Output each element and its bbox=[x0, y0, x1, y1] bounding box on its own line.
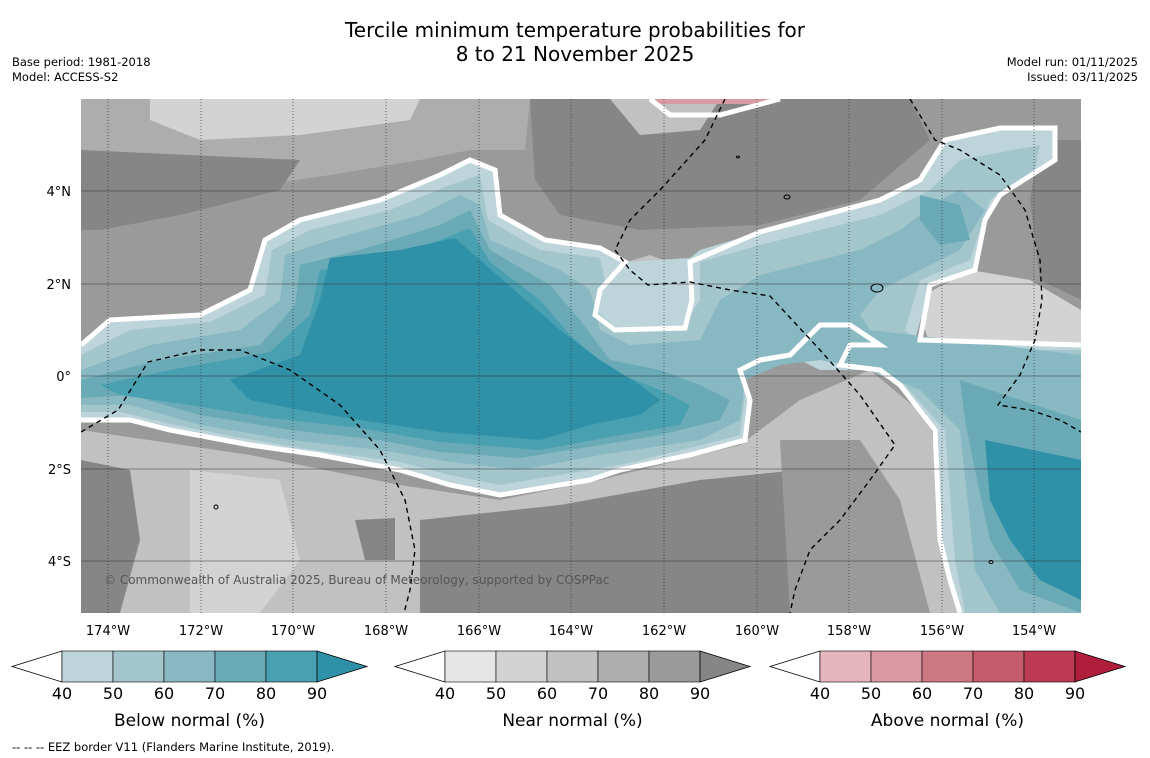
title-line-2: 8 to 21 November 2025 bbox=[455, 42, 695, 66]
colorbar-segment bbox=[495, 650, 548, 683]
longitude-label: 162°W bbox=[642, 624, 686, 639]
longitude-label: 164°W bbox=[549, 624, 593, 639]
near-normal-zone bbox=[915, 270, 1081, 345]
eez-border bbox=[81, 99, 1081, 613]
colorbar-max-arrow bbox=[316, 650, 369, 683]
colorbar-segment bbox=[61, 650, 114, 683]
colorbar-tick-label: 60 bbox=[154, 684, 174, 703]
near-normal-zone bbox=[81, 460, 140, 613]
colorbar-max-arrow bbox=[1074, 650, 1127, 683]
latitude-label: 2°S bbox=[48, 463, 71, 478]
meta-right: Model run: 01/11/2025 Issued: 03/11/2025 bbox=[1007, 55, 1138, 85]
model-run: Model run: 01/11/2025 bbox=[1006, 55, 1138, 69]
colorbar-segment bbox=[444, 650, 497, 683]
islands bbox=[213, 155, 994, 564]
longitude-label: 172°W bbox=[179, 624, 223, 639]
colorbar-segment bbox=[819, 650, 872, 683]
colorbar-tick-label: 40 bbox=[52, 684, 72, 703]
latitude-label: 4°N bbox=[47, 185, 72, 200]
colorbar-above: 40 50 60 70 80 90 Above normal (%) bbox=[768, 650, 1127, 731]
colorbar-segment bbox=[972, 650, 1025, 683]
near-normal-zone bbox=[530, 99, 930, 230]
below-normal-zone bbox=[230, 238, 660, 440]
longitude-label: 168°W bbox=[364, 624, 408, 639]
colorbar-segment bbox=[163, 650, 216, 683]
longitude-label: 156°W bbox=[920, 624, 964, 639]
map-area: © Commonwealth of Australia 2025, Bureau… bbox=[81, 99, 1081, 613]
longitude-label: 170°W bbox=[271, 624, 315, 639]
base-period: Base period: 1981-2018 bbox=[12, 55, 151, 69]
near-normal-zone bbox=[81, 150, 300, 230]
colorbar-segment bbox=[870, 650, 923, 683]
colorbar-segment bbox=[648, 650, 701, 683]
colorbar-tick-label: 70 bbox=[588, 684, 608, 703]
colorbar-tick-label: 50 bbox=[861, 684, 881, 703]
latitude-label: 4°S bbox=[48, 555, 71, 570]
colorbar-segment bbox=[597, 650, 650, 683]
latitude-label: 2°N bbox=[47, 278, 72, 293]
colorbar-title: Below normal (%) bbox=[114, 711, 265, 731]
colorbar-tick-label: 80 bbox=[1014, 684, 1034, 703]
latitude-label: 0° bbox=[56, 370, 71, 385]
colorbar-tick-label: 90 bbox=[690, 684, 710, 703]
colorbar-near: 40 50 60 70 80 90 Near normal (%) bbox=[393, 650, 752, 731]
near-normal-zone bbox=[780, 440, 930, 613]
longitude-label: 154°W bbox=[1012, 624, 1056, 639]
title-line-1: Tercile minimum temperature probabilitie… bbox=[344, 18, 806, 42]
colorbar-max-arrow bbox=[699, 650, 752, 683]
contour-line-40 bbox=[81, 125, 1081, 348]
colorbar-tick-label: 40 bbox=[435, 684, 455, 703]
near-normal-zone bbox=[355, 518, 395, 560]
meta-left: Base period: 1981-2018 Model: ACCESS-S2 bbox=[12, 55, 151, 85]
latitude-lines bbox=[81, 190, 1081, 562]
colorbar-min-arrow bbox=[10, 650, 63, 683]
chart-title: Tercile minimum temperature probabilitie… bbox=[0, 18, 1150, 66]
contour-line-40 bbox=[648, 99, 781, 118]
below-normal-zone bbox=[985, 440, 1081, 600]
colorbar-segment bbox=[921, 650, 974, 683]
colorbar-tick-label: 90 bbox=[1065, 684, 1085, 703]
colorbar-tick-label: 50 bbox=[486, 684, 506, 703]
colorbar-tick-label: 70 bbox=[963, 684, 983, 703]
colorbars: 40 50 60 70 80 90 Below normal (%) 40 50 60 70 80 90… bbox=[10, 650, 1127, 731]
contour-line-40 bbox=[81, 322, 963, 613]
longitude-label: 174°W bbox=[86, 624, 130, 639]
longitude-label: 160°W bbox=[735, 624, 779, 639]
colorbar-below: 40 50 60 70 80 90 Below normal (%) bbox=[10, 650, 369, 731]
near-normal-zone bbox=[420, 470, 840, 613]
colorbar-segment bbox=[112, 650, 165, 683]
longitude-label: 166°W bbox=[457, 624, 501, 639]
colorbar-tick-label: 80 bbox=[256, 684, 276, 703]
near-normal-zone bbox=[150, 99, 420, 140]
eez-legend: -- -- -- EEZ border V11 (Flanders Marine… bbox=[12, 740, 335, 754]
colorbar-title: Near normal (%) bbox=[502, 711, 642, 731]
latitude-labels: 4°N 2°N 0° 2°S 4°S bbox=[47, 185, 72, 570]
model-name: Model: ACCESS-S2 bbox=[12, 70, 119, 84]
colorbar-tick-label: 80 bbox=[639, 684, 659, 703]
near-normal-zone bbox=[1030, 140, 1081, 300]
longitude-labels: 174°W 172°W 170°W 168°W 166°W 164°W 162°W 160°W… bbox=[86, 624, 1056, 639]
longitude-label: 158°W bbox=[827, 624, 871, 639]
colorbar-segment bbox=[265, 650, 318, 683]
colorbar-tick-label: 40 bbox=[810, 684, 830, 703]
colorbar-min-arrow bbox=[768, 650, 821, 683]
issued-date: Issued: 03/11/2025 bbox=[1027, 70, 1138, 84]
colorbar-min-arrow bbox=[393, 650, 446, 683]
colorbar-tick-label: 90 bbox=[307, 684, 327, 703]
above-normal-zone bbox=[655, 99, 775, 104]
colorbar-title: Above normal (%) bbox=[871, 711, 1024, 731]
colorbar-segment bbox=[1023, 650, 1076, 683]
copyright-notice: © Commonwealth of Australia 2025, Bureau… bbox=[104, 573, 609, 587]
below-normal-zone bbox=[920, 195, 970, 245]
colorbar-tick-label: 50 bbox=[103, 684, 123, 703]
colorbar-segment bbox=[546, 650, 599, 683]
colorbar-tick-label: 60 bbox=[912, 684, 932, 703]
near-normal-zone bbox=[610, 99, 720, 135]
colorbar-tick-label: 60 bbox=[537, 684, 557, 703]
colorbar-tick-label: 70 bbox=[205, 684, 225, 703]
colorbar-segment bbox=[214, 650, 267, 683]
